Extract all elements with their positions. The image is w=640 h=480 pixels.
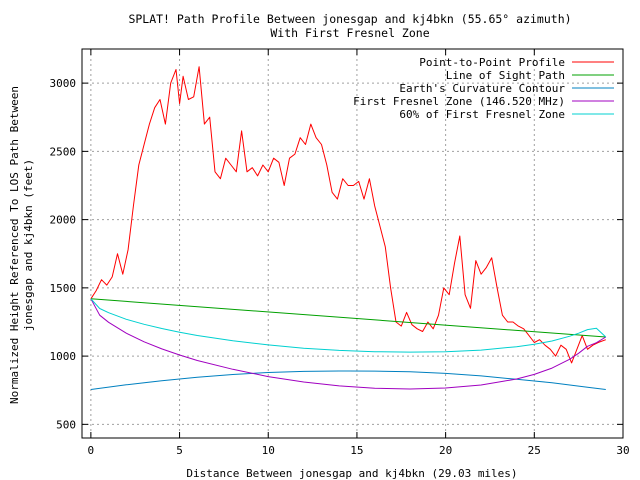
y-axis-label-line-2: jonesgap and kj4bkn (feet): [22, 159, 35, 331]
x-tick-label-3: 15: [350, 444, 363, 457]
x-tick-label-4: 20: [439, 444, 452, 457]
y-tick-label-4: 2500: [50, 145, 77, 158]
series-line-2: [90, 370, 606, 390]
chart-title: SPLAT! Path Profile Between jonesgap and…: [128, 12, 571, 26]
x-tick-label-5: 25: [528, 444, 541, 457]
axis-ticks: 0 5 10 15 20 25 30 500 1000 1500 2000 2500 3000: [50, 49, 630, 457]
legend-label-4: 60% of First Fresnel Zone: [399, 108, 565, 121]
y-tick-label-3: 2000: [50, 214, 77, 227]
legend-label-3: First Fresnel Zone (146.520 MHz): [353, 95, 565, 108]
x-tick-label-0: 0: [88, 444, 95, 457]
series-line-3: [90, 298, 607, 390]
x-tick-label-1: 5: [176, 444, 183, 457]
series-lines: [90, 66, 607, 390]
legend-label-0: Point-to-Point Profile: [419, 56, 565, 69]
chart-subtitle: With First Fresnel Zone: [270, 26, 429, 40]
plot-frame: [81, 48, 624, 439]
x-tick-label-2: 10: [262, 444, 275, 457]
series-line-1: [90, 298, 606, 338]
grid-lines: [82, 49, 624, 438]
series-line-0: [90, 66, 606, 364]
legend-label-2: Earth's Curvature Contour: [399, 82, 565, 95]
y-tick-label-2: 1500: [50, 282, 77, 295]
series-line-4: [90, 298, 607, 353]
legend-label-1: Line of Sight Path: [446, 69, 565, 82]
y-axis-label-line-1: Normalized Height Referenced To LOS Path…: [8, 86, 21, 404]
x-tick-label-6: 30: [616, 444, 629, 457]
y-tick-label-5: 3000: [50, 77, 77, 90]
y-tick-label-1: 1000: [50, 350, 77, 363]
x-axis-label: Distance Between jonesgap and kj4bkn (29…: [186, 467, 517, 480]
y-tick-label-0: 500: [56, 418, 76, 431]
